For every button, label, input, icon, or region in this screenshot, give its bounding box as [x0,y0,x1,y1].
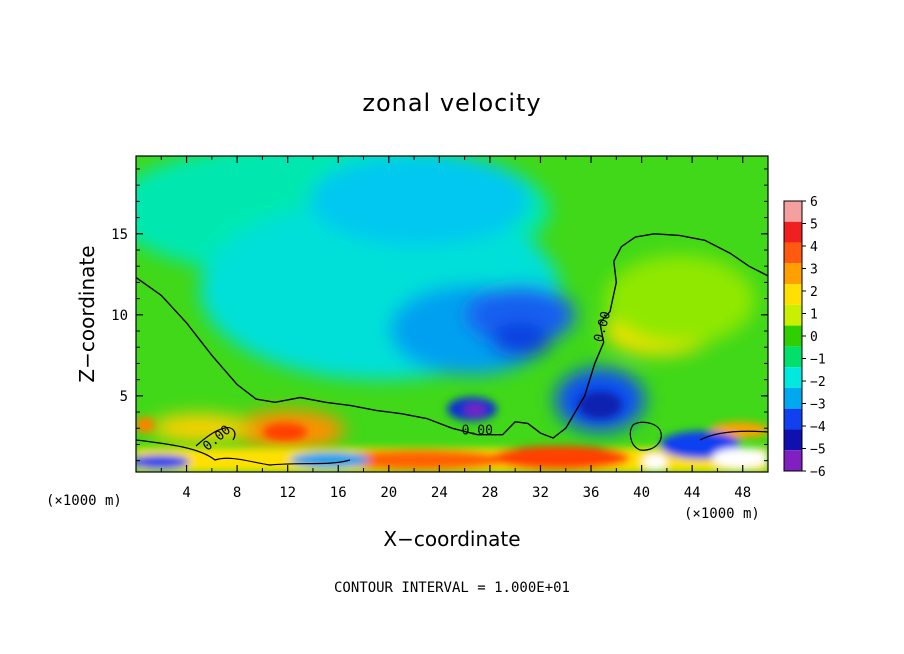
colorbar-label: 4 [810,240,818,255]
x-unit-left: (×1000 m) [46,493,122,509]
colorbar-label: −3 [810,398,826,413]
x-ticks: 4 8 12 16 20 24 28 32 36 40 44 48 [160,156,751,501]
contour-label: 0.00 [462,424,493,439]
x-tick-label: 16 [330,485,347,501]
x-tick-label: 44 [684,485,701,501]
chart-title: zonal velocity [362,89,541,117]
colorbar-swatch [784,387,802,409]
x-tick-label: 40 [633,485,650,501]
colorbar: 6 5 4 3 2 1 0 −1 −2 −3 −4 −5 −6 [783,195,826,480]
x-tick-label: 24 [431,485,448,501]
colorbar-swatch [784,284,802,305]
colorbar-swatch [784,221,802,243]
zero-contour-low [136,439,351,466]
colorbar-swatch [784,346,802,368]
colorbar-label: 3 [810,263,818,278]
colorbar-swatch [784,367,802,388]
colorbar-label: 5 [810,218,818,233]
colorbar-label: 0 [810,330,818,345]
colorbar-swatch [784,304,802,326]
x-tick-label: 28 [481,485,498,501]
zero-contour-wavy [195,427,236,447]
x-tick-label: 20 [380,485,397,501]
colorbar-label: −4 [810,420,826,435]
zero-contour-right [629,421,768,451]
x-unit-right: (×1000 m) [684,506,760,522]
y-ticks: 5 10 15 [111,168,768,462]
colorbar-swatch [784,429,802,451]
x-axis-label: X−coordinate [383,527,520,551]
y-tick-label: 15 [111,227,128,243]
y-tick-label: 5 [120,389,128,405]
colorbar-swatch [784,408,802,430]
colorbar-swatch [784,201,802,222]
colorbar-swatch [784,325,802,347]
heatmap-field [136,156,768,472]
y-axis-label: Z−coordinate [75,245,99,382]
colorbar-label: −1 [810,353,826,368]
colorbar-label: 6 [810,195,818,210]
colorbar-label: −6 [810,465,826,480]
colorbar-label: −2 [810,375,826,390]
colorbar-swatch [784,450,802,471]
y-tick-label: 10 [111,308,128,324]
plot-frame [135,155,769,473]
colorbar-label: 2 [810,285,818,300]
colorbar-swatch [784,263,802,285]
colorbar-label: −5 [810,443,826,458]
x-tick-label: 32 [532,485,549,501]
x-tick-label: 4 [182,485,190,501]
x-tick-label: 8 [233,485,241,501]
contour-interval-note: CONTOUR INTERVAL = 1.000E+01 [334,580,570,596]
x-tick-label: 48 [734,485,751,501]
colorbar-swatch [784,242,802,264]
zero-contour-main [136,233,768,439]
x-tick-label: 12 [279,485,296,501]
colorbar-label: 1 [810,308,818,323]
x-tick-label: 36 [583,485,600,501]
